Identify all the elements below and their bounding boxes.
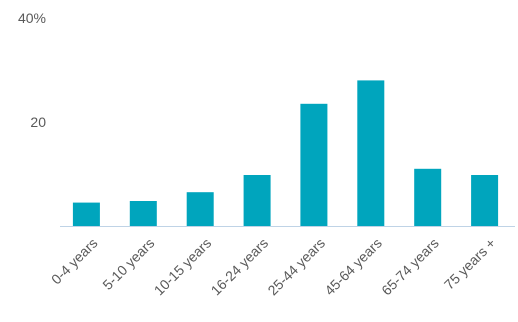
bar bbox=[471, 175, 499, 226]
y-tick-label: 20 bbox=[30, 114, 46, 130]
x-tick-label: 25-44 years bbox=[264, 235, 328, 299]
bars-group bbox=[72, 80, 499, 227]
bar bbox=[72, 202, 100, 226]
x-tick-label: 10-15 years bbox=[151, 235, 215, 299]
x-tick-label: 5-10 years bbox=[99, 235, 157, 293]
x-tick-label: 75 years + bbox=[441, 235, 499, 293]
bar bbox=[186, 192, 214, 226]
bar bbox=[129, 201, 157, 226]
bar bbox=[357, 80, 385, 227]
bar bbox=[414, 168, 442, 226]
y-tick-label: 40% bbox=[18, 10, 46, 26]
x-tick-label: 0-4 years bbox=[48, 235, 101, 288]
x-tick-label: 65-74 years bbox=[378, 235, 442, 299]
bar bbox=[300, 103, 328, 226]
x-tick-label: 45-64 years bbox=[321, 235, 385, 299]
x-tick-label: 16-24 years bbox=[208, 235, 272, 299]
bar bbox=[243, 175, 271, 226]
y-axis-ticks: 40% 20 bbox=[18, 10, 46, 130]
